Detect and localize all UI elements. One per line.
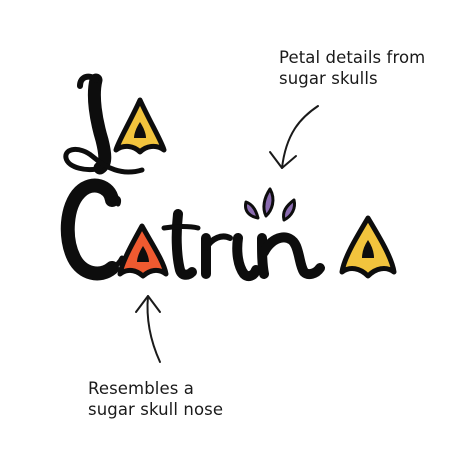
- annotation-nose-line1: Resembles a: [88, 379, 194, 398]
- letter-i: [232, 233, 261, 282]
- curved-arrow-down-left-icon: [269, 105, 319, 169]
- petal-A-final: [339, 215, 397, 279]
- nose-a: [117, 223, 169, 279]
- annotation-petal-details: Petal details from sugar skulls: [279, 47, 425, 89]
- annotation-petal-line1: Petal details from: [279, 48, 426, 67]
- letter-r: [201, 233, 233, 279]
- annotation-nose-line2: sugar skull nose: [88, 400, 224, 419]
- annotation-sugar-skull-nose: Resembles a sugar skull nose: [88, 378, 223, 420]
- purple-petal-dots: [244, 187, 296, 222]
- letter-L: [63, 73, 145, 175]
- petal-A-top: [113, 97, 167, 155]
- curved-arrow-up-icon: [135, 295, 161, 363]
- letter-t: [161, 209, 201, 280]
- letter-C: [60, 178, 125, 281]
- annotation-petal-line2: sugar skulls: [279, 69, 378, 88]
- wordmark-logo: [60, 73, 397, 282]
- letter-n: [257, 232, 325, 280]
